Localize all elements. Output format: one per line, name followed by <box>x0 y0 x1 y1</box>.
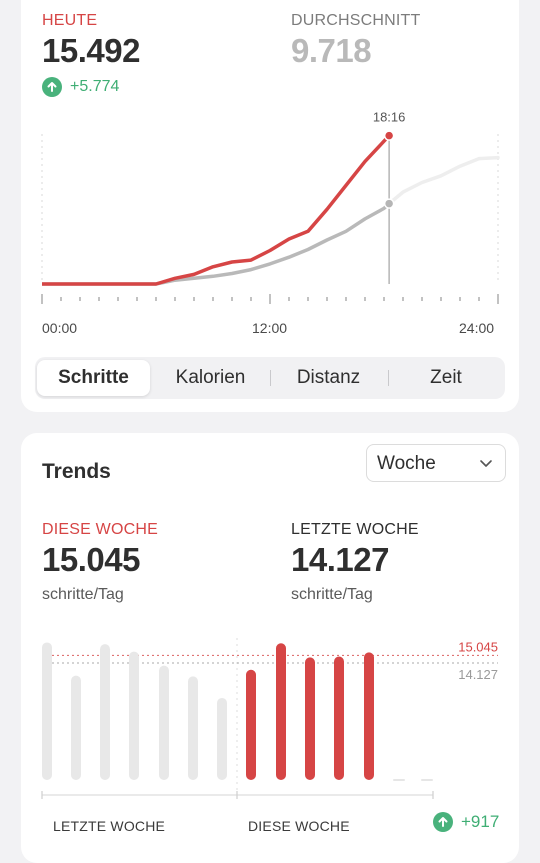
average-value: 9.718 <box>291 32 372 69</box>
period-dropdown[interactable]: Woche <box>366 444 506 482</box>
today-card: HEUTE 15.492 DURCHSCHNITT 9.718 +5.774 1… <box>21 0 519 412</box>
reference-label: 14.127 <box>458 667 498 682</box>
tab-time[interactable]: Zeit <box>430 367 462 388</box>
x-label-this-week: DIESE WOCHE <box>248 818 350 834</box>
last-week-unit: schritte/Tag <box>291 586 373 603</box>
weekly-delta-value: +917 <box>461 812 500 831</box>
bar-this-week <box>305 657 315 780</box>
bar-last-week <box>71 675 81 780</box>
segment-divider <box>270 370 271 386</box>
bar-this-week <box>334 656 344 780</box>
today-delta-value: +5.774 <box>70 78 120 95</box>
period-dropdown-value: Woche <box>377 453 436 474</box>
bar-last-week <box>42 642 52 780</box>
this-week-label: DIESE WOCHE <box>42 521 158 538</box>
average-line <box>42 202 391 286</box>
today-value: 15.492 <box>42 32 140 69</box>
last-week-label: LETZTE WOCHE <box>291 521 419 538</box>
cursor-time-label: 18:16 <box>373 110 406 125</box>
bar-this-week <box>246 669 256 780</box>
x-tick-start: 00:00 <box>42 320 78 336</box>
bar-last-week <box>159 665 169 780</box>
today-delta: +5.774 <box>42 77 119 97</box>
last-week-value: 14.127 <box>291 541 389 578</box>
x-tick-end: 24:00 <box>459 320 495 336</box>
bar-last-week <box>100 644 110 780</box>
weekly-delta: +917 <box>433 812 499 832</box>
average-label: DURCHSCHNITT <box>291 12 421 29</box>
tab-calories[interactable]: Kalorien <box>175 367 246 388</box>
trends-title: Trends <box>42 460 111 483</box>
chevron-down-icon <box>479 456 493 475</box>
arrow-up-icon <box>42 77 62 97</box>
trends-card: Trends Woche DIESE WOCHE 15.045 schritte… <box>21 433 519 863</box>
x-axis-ticks <box>41 294 499 304</box>
x-label-last-week: LETZTE WOCHE <box>53 818 166 834</box>
metric-segmented-control: Schritte Kalorien Distanz Zeit <box>35 357 505 399</box>
segment-divider <box>388 370 389 386</box>
reference-label: 15.045 <box>458 639 498 654</box>
bar-last-week <box>217 697 227 780</box>
tab-distance[interactable]: Distanz <box>296 367 361 388</box>
bar-this-week <box>276 643 286 780</box>
weekly-bar-chart: 15.045 14.127 <box>41 638 498 799</box>
x-tick-mid: 12:00 <box>252 320 288 336</box>
today-cursor-dot <box>383 130 395 141</box>
this-week-unit: schritte/Tag <box>42 586 124 603</box>
bar-last-week <box>188 676 198 780</box>
tab-steps[interactable]: Schritte <box>37 360 150 396</box>
arrow-up-icon <box>433 812 453 832</box>
average-cursor-dot <box>383 198 395 209</box>
bar-this-week <box>364 652 374 780</box>
this-week-value: 15.045 <box>42 541 140 578</box>
bar-last-week <box>129 651 139 780</box>
steps-line-chart: 18:16 <box>41 110 500 304</box>
today-line <box>42 134 391 286</box>
today-label: HEUTE <box>42 12 98 29</box>
average-line-rest <box>387 155 500 206</box>
